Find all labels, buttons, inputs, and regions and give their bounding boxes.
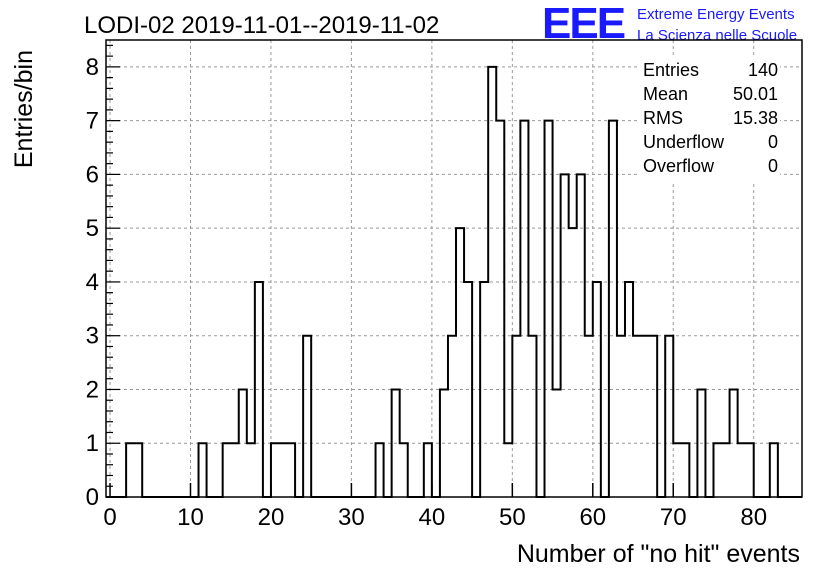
chart-title: LODI-02 2019-11-01--2019-11-02 <box>84 12 439 39</box>
histogram-bin <box>569 228 577 497</box>
y-tick-label: 5 <box>86 215 99 242</box>
axes: 0 10 20 30 40 50 60 70 80 0 1 2 3 4 5 6 7 8 <box>86 44 767 531</box>
stats-label: Entries <box>643 60 699 80</box>
stats-label: Mean <box>643 84 688 104</box>
stats-label: RMS <box>643 108 683 128</box>
histogram-bin <box>424 443 432 497</box>
histogram-bin <box>247 443 255 497</box>
stats-value: 0 <box>768 132 778 152</box>
stats-box-background <box>637 55 780 181</box>
histogram-bin <box>126 443 134 497</box>
histogram-bin <box>681 443 689 497</box>
x-tick-label: 0 <box>103 504 116 531</box>
histogram-bin <box>440 389 448 497</box>
y-tick-label: 2 <box>86 376 99 403</box>
eee-logo-line1: Extreme Energy Events <box>637 6 795 23</box>
stats-value: 0 <box>768 156 778 176</box>
histogram-bin <box>545 121 553 497</box>
histogram-bin <box>231 443 239 497</box>
histogram-bin <box>770 443 778 497</box>
x-tick-label: 60 <box>579 504 606 531</box>
stats-box: Entries 140 Mean 50.01 RMS 15.38 Underflow 0 Ove… <box>637 55 780 181</box>
x-tick-label: 80 <box>740 504 767 531</box>
histogram-bin <box>673 443 681 497</box>
y-tick-label: 8 <box>86 54 99 81</box>
histogram-bin <box>577 174 585 497</box>
y-tick-label: 6 <box>86 161 99 188</box>
histogram-bin <box>609 121 617 497</box>
histogram-bin <box>633 336 641 497</box>
y-tick-label: 1 <box>86 430 99 457</box>
histogram-bin <box>456 228 464 497</box>
stats-label: Underflow <box>643 132 725 152</box>
x-tick-label: 40 <box>419 504 446 531</box>
histogram-bin <box>649 336 657 497</box>
eee-logo-line2: La Scienza nelle Scuole <box>637 27 797 44</box>
histogram-bin <box>553 389 561 497</box>
histogram-bin <box>480 282 488 497</box>
histogram-bin <box>488 67 496 497</box>
histogram-bin <box>697 389 705 497</box>
y-tick-label: 7 <box>86 108 99 135</box>
histogram-bin <box>279 443 287 497</box>
stats-value: 140 <box>748 60 778 80</box>
histogram-bin <box>448 336 456 497</box>
histogram-bin <box>392 389 400 497</box>
histogram-bin <box>617 336 625 497</box>
histogram-bin <box>512 336 520 497</box>
plot-frame <box>105 39 803 498</box>
eee-logo: EEE Extreme Energy Events La Scienza nel… <box>542 0 797 48</box>
histogram-bin <box>713 443 721 497</box>
y-tick-label: 3 <box>86 323 99 350</box>
histogram-bin <box>199 443 207 497</box>
histogram-bin <box>625 282 633 497</box>
y-tick-label: 0 <box>86 484 99 511</box>
histogram-bin <box>504 443 512 497</box>
histogram-bin <box>239 389 247 497</box>
histogram-bin <box>561 174 569 497</box>
histogram-bin <box>528 336 536 497</box>
histogram-bin <box>376 443 384 497</box>
eee-logo-mark: EEE <box>542 0 625 48</box>
histogram-bin <box>134 443 142 497</box>
histogram-bin <box>287 443 295 497</box>
histogram-bin <box>255 282 263 497</box>
histogram-bin <box>722 443 730 497</box>
stats-value: 50.01 <box>733 84 778 104</box>
histogram-bin <box>730 389 738 497</box>
stats-value: 15.38 <box>733 108 778 128</box>
histogram-bin <box>464 282 472 497</box>
y-tick-label: 4 <box>86 269 99 296</box>
x-tick-label: 10 <box>177 504 204 531</box>
histogram-bin <box>746 443 754 497</box>
histogram-bin <box>641 336 649 497</box>
histogram-bin <box>738 443 746 497</box>
histogram-bin <box>223 443 231 497</box>
stats-label: Overflow <box>643 156 715 176</box>
x-axis-label: Number of "no hit" events <box>517 540 800 568</box>
histogram-bin <box>303 336 311 497</box>
histogram-bin <box>665 336 673 497</box>
histogram-bin <box>585 336 593 497</box>
histogram-bin <box>496 121 504 497</box>
x-tick-label: 50 <box>499 504 526 531</box>
histogram-bin <box>271 443 279 497</box>
x-tick-label: 20 <box>258 504 285 531</box>
x-tick-label: 30 <box>338 504 365 531</box>
x-tick-label: 70 <box>660 504 687 531</box>
y-axis-label: Entries/bin <box>10 50 38 168</box>
histogram-bin <box>593 282 601 497</box>
histogram-bin <box>520 121 528 497</box>
histogram-bin <box>400 443 408 497</box>
